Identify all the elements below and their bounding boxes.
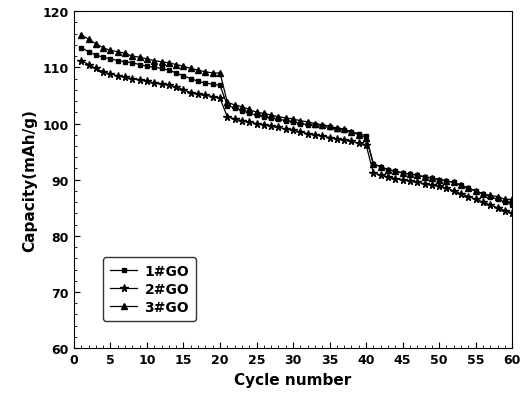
3#GO (78, 33, 84, 38)
2#GO (187, 91, 194, 96)
1#GO (224, 104, 230, 109)
3#GO (224, 100, 230, 105)
3#GO (502, 197, 508, 202)
2#GO (151, 81, 157, 86)
1#GO (151, 66, 157, 70)
3#GO (348, 130, 355, 135)
1#GO (78, 46, 84, 51)
1#GO (187, 77, 194, 82)
Legend: 1#GO, 2#GO, 3#GO: 1#GO, 2#GO, 3#GO (103, 257, 196, 321)
1#GO (348, 130, 355, 135)
3#GO (509, 197, 515, 202)
Line: 3#GO: 3#GO (78, 32, 515, 203)
3#GO (217, 71, 223, 76)
2#GO (348, 140, 355, 145)
2#GO (509, 211, 515, 216)
3#GO (202, 70, 209, 75)
Line: 1#GO: 1#GO (79, 46, 515, 208)
Line: 2#GO: 2#GO (78, 58, 516, 217)
2#GO (224, 115, 230, 120)
X-axis label: Cycle number: Cycle number (234, 372, 352, 387)
2#GO (217, 96, 223, 101)
1#GO (509, 203, 515, 208)
3#GO (187, 67, 194, 72)
1#GO (217, 84, 223, 89)
2#GO (78, 59, 84, 64)
2#GO (202, 94, 209, 99)
3#GO (151, 59, 157, 64)
1#GO (202, 81, 209, 86)
Y-axis label: Capacity(mAh/g): Capacity(mAh/g) (22, 109, 37, 252)
